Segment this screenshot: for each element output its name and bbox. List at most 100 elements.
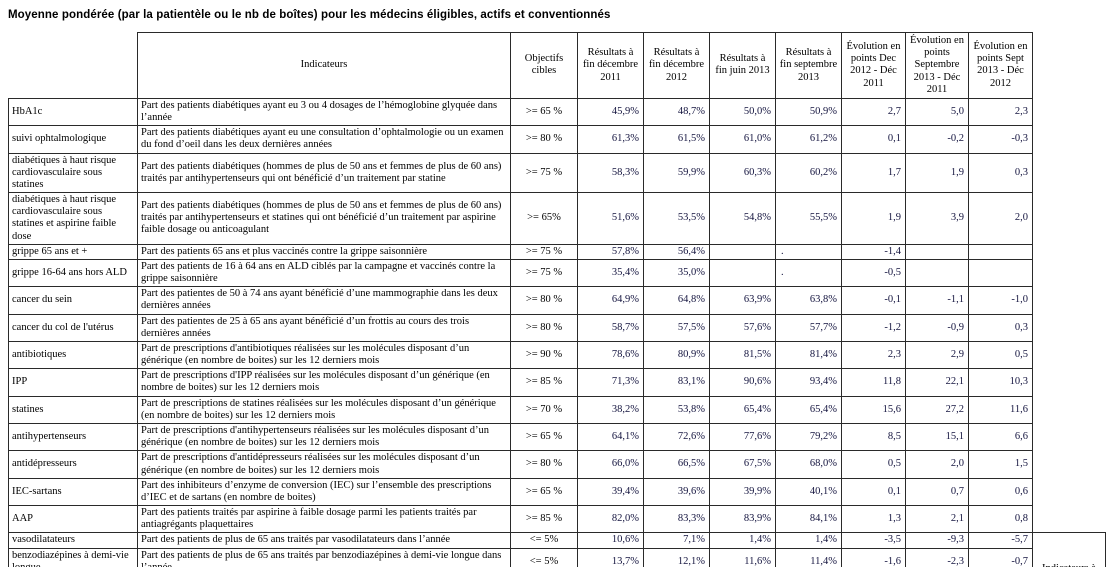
row-objective: >= 65 % xyxy=(510,97,578,127)
table-row: cancer du sein Part des patientes de 50 à… xyxy=(8,286,1106,315)
header-evolution-dec2012-dec2011: Évolution en points Dec 2012 - Déc 2011 xyxy=(841,32,906,99)
row-objective: >= 85 % xyxy=(510,368,578,397)
row-value: 77,6% xyxy=(709,422,776,452)
row-objective: >= 75 % xyxy=(510,243,578,260)
row-value: 81,4% xyxy=(775,340,842,370)
row-objective: <= 5% xyxy=(510,547,578,567)
row-value: 67,5% xyxy=(709,450,776,479)
row-objective: >= 80 % xyxy=(510,313,578,342)
row-indicator-description: Part de prescriptions d'antidépresseurs … xyxy=(137,450,511,479)
row-value: 2,0 xyxy=(968,192,1033,245)
row-label: suivi ophtalmologique xyxy=(8,125,138,154)
row-value xyxy=(905,258,969,288)
table-row: HbA1c Part des patients diabétiques ayant… xyxy=(8,97,1106,127)
row-objective: >= 65 % xyxy=(510,477,578,507)
row-value: 55,5% xyxy=(775,192,842,245)
row-value: -1,2 xyxy=(841,313,906,342)
row-value: -2,3 xyxy=(905,547,969,567)
row-value: 12,1% xyxy=(643,547,710,567)
row-value: 0,5 xyxy=(968,340,1033,370)
row-value: 39,4% xyxy=(577,477,644,507)
row-label: cancer du sein xyxy=(8,286,138,315)
row-value: 51,6% xyxy=(577,192,644,245)
row-value: -3,5 xyxy=(841,532,906,549)
row-value: 2,3 xyxy=(968,97,1033,127)
row-value: 35,4% xyxy=(577,258,644,288)
table-row: IPP Part de prescriptions d'IPP réalisées… xyxy=(8,368,1106,397)
header-row: Indicateurs Objectifs cibles Résultats à… xyxy=(9,32,1106,99)
row-indicator-description: Part des patientes de 50 à 74 ans ayant … xyxy=(137,286,511,315)
row-value: 81,5% xyxy=(709,340,776,370)
row-value: 13,7% xyxy=(577,547,644,567)
row-value: 57,6% xyxy=(709,313,776,342)
row-value: 35,0% xyxy=(643,258,710,288)
row-value: 58,7% xyxy=(577,313,644,342)
row-value: . xyxy=(775,243,842,260)
row-objective: >= 70 % xyxy=(510,395,578,424)
row-value: 82,0% xyxy=(577,505,644,534)
row-value: 0,3 xyxy=(968,152,1033,194)
row-value: -5,7 xyxy=(968,532,1033,549)
row-value: 64,9% xyxy=(577,286,644,315)
row-value: 7,1% xyxy=(643,532,710,549)
row-label: antibiotiques xyxy=(8,340,138,370)
row-value: 0,8 xyxy=(968,505,1033,534)
row-indicator-description: Part de prescriptions d'antihypertenseur… xyxy=(137,422,511,452)
row-value: 53,5% xyxy=(643,192,710,245)
row-label: grippe 16-64 ans hors ALD xyxy=(8,258,138,288)
row-value: 1,4% xyxy=(775,532,842,549)
row-value: -0,9 xyxy=(905,313,969,342)
row-value: 27,2 xyxy=(905,395,969,424)
header-evolution-sept2013-dec2012: Évolution en points Sept 2013 - Déc 2012 xyxy=(968,32,1033,99)
table-row: AAP Part des patients traités par aspirin… xyxy=(8,505,1106,534)
row-value: 39,6% xyxy=(643,477,710,507)
table-row: statines Part de prescriptions de statine… xyxy=(8,395,1106,424)
row-objective: >= 75 % xyxy=(510,258,578,288)
row-objective: >= 65 % xyxy=(510,422,578,452)
row-label: antidépresseurs xyxy=(8,450,138,479)
row-value: 80,9% xyxy=(643,340,710,370)
row-value: 57,5% xyxy=(643,313,710,342)
row-value: 64,1% xyxy=(577,422,644,452)
row-value: 72,6% xyxy=(643,422,710,452)
row-label: benzodiazépines à demi-vie longue xyxy=(8,547,138,567)
header-indicateurs: Indicateurs xyxy=(137,32,511,99)
row-value: 11,8 xyxy=(841,368,906,397)
row-value: -1,0 xyxy=(968,286,1033,315)
row-indicator-description: Part de prescriptions d'antibiotiques ré… xyxy=(137,340,511,370)
row-label: statines xyxy=(8,395,138,424)
row-value: 79,2% xyxy=(775,422,842,452)
row-label: grippe 65 ans et + xyxy=(8,243,138,260)
row-objective: >= 75 % xyxy=(510,152,578,194)
row-value: 11,6% xyxy=(709,547,776,567)
row-value: 61,2% xyxy=(775,125,842,154)
row-value: 2,7 xyxy=(841,97,906,127)
row-objective: >= 80 % xyxy=(510,286,578,315)
row-value: 11,6 xyxy=(968,395,1033,424)
row-value: 0,6 xyxy=(968,477,1033,507)
row-objective: >= 80 % xyxy=(510,450,578,479)
row-value: 2,9 xyxy=(905,340,969,370)
row-value: 83,1% xyxy=(643,368,710,397)
row-value: 1,9 xyxy=(905,152,969,194)
row-value: -1,6 xyxy=(841,547,906,567)
row-value: 61,3% xyxy=(577,125,644,154)
row-indicator-description: Part des patients diabétiques (hommes de… xyxy=(137,152,511,194)
row-indicator-description: Part des patients de plus de 65 ans trai… xyxy=(137,532,511,549)
header-blank-cell xyxy=(9,33,138,99)
row-value: 0,1 xyxy=(841,477,906,507)
row-value: 15,1 xyxy=(905,422,969,452)
row-value: 2,0 xyxy=(905,450,969,479)
row-value: 1,9 xyxy=(841,192,906,245)
row-indicator-description: Part des patients de 16 à 64 ans en ALD … xyxy=(137,258,511,288)
row-objective: <= 5% xyxy=(510,532,578,549)
row-value: 38,2% xyxy=(577,395,644,424)
row-objective: >= 80 % xyxy=(510,125,578,154)
row-value: -0,5 xyxy=(841,258,906,288)
row-value: -0,1 xyxy=(841,286,906,315)
row-indicator-description: Part des patients diabétiques ayant eu u… xyxy=(137,125,511,154)
row-value: 10,6% xyxy=(577,532,644,549)
table-row: grippe 16-64 ans hors ALD Part des patien… xyxy=(8,258,1106,288)
row-indicator-description: Part des patients traités par aspirine à… xyxy=(137,505,511,534)
row-value: 1,3 xyxy=(841,505,906,534)
